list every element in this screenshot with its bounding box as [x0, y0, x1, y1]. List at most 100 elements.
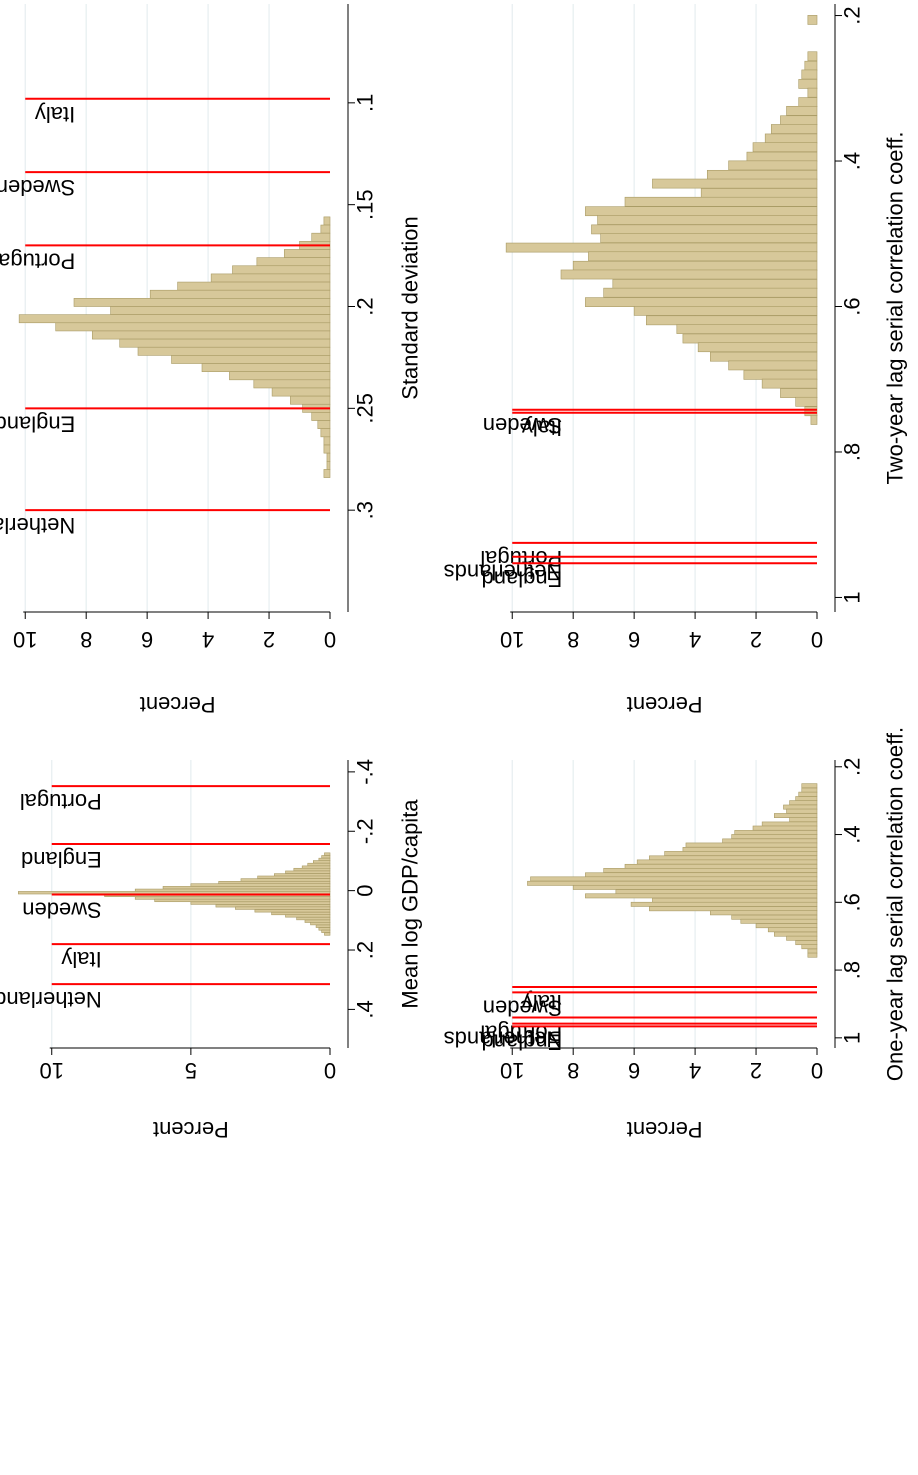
x-tick-label: .1 — [353, 94, 378, 112]
country-label: England — [481, 566, 562, 591]
y-tick-label: 0 — [324, 627, 336, 652]
histogram-bar — [807, 948, 818, 954]
histogram-bar — [755, 923, 818, 929]
y-axis-title: Percent — [140, 692, 216, 717]
x-tick-label: .8 — [840, 961, 865, 979]
histogram-bar — [807, 15, 818, 25]
country-label: Netherlands — [0, 513, 75, 538]
y-tick-label: 4 — [689, 1058, 701, 1083]
histogram-bar — [682, 333, 818, 344]
histogram-bar — [630, 901, 818, 907]
y-tick-label: 10 — [500, 627, 524, 652]
y-axis-title: Percent — [153, 1117, 229, 1142]
country-label: England — [0, 411, 75, 436]
histogram-bar — [752, 825, 818, 831]
country-label: England — [21, 847, 102, 872]
histogram-bar — [323, 444, 331, 454]
histogram-bar — [597, 215, 818, 225]
histogram-bar — [591, 224, 818, 235]
y-axis-title: Percent — [627, 692, 703, 717]
histogram-bar — [728, 160, 818, 171]
histogram-bar — [55, 322, 331, 332]
histogram-bar — [310, 922, 331, 926]
histogram-bar — [603, 287, 818, 298]
y-tick-label: 2 — [750, 1058, 762, 1083]
y-tick-label: 4 — [202, 627, 214, 652]
histogram-bar — [320, 224, 331, 234]
histogram-bar — [795, 396, 818, 407]
y-tick-label: 6 — [628, 627, 640, 652]
y-tick-label: 10 — [13, 627, 37, 652]
histogram-bar — [789, 800, 818, 806]
histogram-bar — [615, 889, 818, 895]
histogram-bar — [728, 360, 818, 371]
histogram-bar — [761, 821, 818, 827]
histogram-bar — [201, 363, 331, 372]
histogram-bar — [731, 914, 818, 920]
y-axis-title: Percent — [627, 1117, 703, 1142]
histogram-bar — [190, 883, 331, 887]
histogram-bar — [710, 351, 818, 362]
histogram-bar — [235, 906, 331, 910]
histogram-bar — [315, 924, 331, 928]
histogram-bar — [783, 804, 818, 810]
histogram-bar — [633, 306, 818, 316]
histogram-bar — [307, 862, 331, 867]
x-tick-label: -.4 — [353, 759, 378, 785]
histogram-bar — [588, 251, 818, 262]
histogram-bar — [253, 379, 331, 389]
histogram-bar — [323, 469, 331, 478]
country-label: Italy — [522, 416, 562, 441]
histogram-bar — [801, 787, 818, 793]
histogram-bar — [774, 813, 818, 818]
histogram-bar — [798, 97, 818, 107]
x-tick-label: .6 — [840, 893, 865, 911]
y-tick-label: 0 — [324, 1058, 336, 1083]
histogram-bar — [585, 872, 818, 878]
histogram-bar — [798, 791, 818, 797]
x-tick-label: .8 — [840, 443, 865, 461]
histogram-bar — [119, 338, 331, 348]
x-axis-title: Mean log GDP/capita — [398, 799, 423, 1009]
histogram-bar — [746, 151, 818, 162]
y-tick-label: 6 — [141, 627, 153, 652]
histogram-bar — [296, 916, 331, 921]
histogram-bar — [801, 944, 818, 950]
histogram-bar — [326, 460, 331, 470]
histogram-bar — [682, 847, 818, 852]
country-label: Italy — [61, 947, 101, 972]
histogram-bar — [761, 378, 818, 389]
x-tick-label: .15 — [353, 189, 378, 220]
histogram-bar — [323, 216, 331, 226]
histogram-bar — [323, 436, 331, 446]
x-tick-label: .6 — [840, 297, 865, 315]
histogram-bar — [789, 817, 818, 823]
histogram-bar — [290, 395, 331, 405]
histogram-bar — [572, 260, 818, 271]
histogram-bar — [740, 918, 818, 924]
histogram-bar — [154, 898, 331, 903]
histogram-bar — [734, 830, 818, 835]
histogram-bar — [649, 906, 818, 912]
histogram-bar — [149, 289, 331, 299]
histogram-bar — [807, 51, 818, 62]
panel-top-right: 0 2 4 6 8 10 Percent .2 .4 .6 .8 1 Two-year lag seri… — [444, 4, 908, 717]
histogram-bar — [801, 783, 818, 789]
y-tick-label: 10 — [500, 1058, 524, 1083]
histogram-bar — [313, 860, 331, 864]
histogram-bar — [807, 952, 818, 958]
histogram-bar — [572, 884, 818, 890]
country-label: Portugal — [480, 546, 562, 571]
country-label: Italy — [35, 102, 75, 127]
histogram-bar — [795, 796, 818, 802]
country-label: Sweden — [483, 995, 563, 1020]
country-label: Portugal — [20, 789, 102, 814]
country-label: Italy — [522, 990, 562, 1015]
histogram-bar — [326, 452, 331, 462]
x-tick-label: .2 — [840, 6, 865, 24]
country-label: Portugal — [480, 1021, 562, 1046]
histogram-bar — [285, 914, 331, 918]
x-axis-title: Two-year lag serial correlation coeff. — [883, 132, 908, 485]
histogram-bar — [271, 387, 331, 397]
histogram-bar — [649, 855, 818, 861]
